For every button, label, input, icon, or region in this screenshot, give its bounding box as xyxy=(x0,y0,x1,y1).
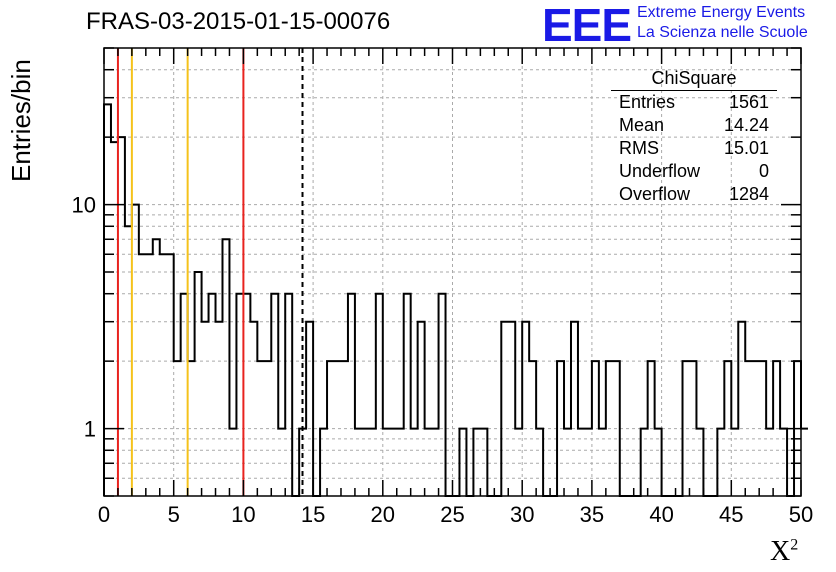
x-tick-label: 5 xyxy=(168,502,180,527)
stat-value: 14.24 xyxy=(723,115,769,135)
x-axis-label: X2 xyxy=(770,536,798,568)
x-tick-label: 45 xyxy=(719,502,743,527)
x-tick-label: 25 xyxy=(440,502,464,527)
stats-box: ChiSquare Entries 1561 Mean 14.24 RMS 15… xyxy=(611,68,777,206)
eee-logo: EEE Extreme Energy Events La Scienza nel… xyxy=(542,0,832,51)
chart-title: FRAS-03-2015-01-15-00076 xyxy=(86,8,391,35)
x-axis-label-sup: 2 xyxy=(790,536,799,554)
y-axis-label: Entries/bin xyxy=(6,59,36,182)
x-axis-label-base: X xyxy=(770,536,791,567)
y-tick-label: 10 xyxy=(72,193,96,218)
x-tick-label: 20 xyxy=(371,502,395,527)
stat-row-underflow: Underflow 0 xyxy=(611,160,777,183)
stats-title: ChiSquare xyxy=(611,68,777,91)
stat-value: 0 xyxy=(758,161,769,181)
x-tick-label: 0 xyxy=(98,502,110,527)
x-tick-label: 35 xyxy=(580,502,604,527)
x-tick-label: 15 xyxy=(301,502,325,527)
stat-label: RMS xyxy=(619,138,659,158)
stat-label: Underflow xyxy=(619,161,701,181)
stat-label: Entries xyxy=(619,92,676,112)
stat-row-overflow: Overflow 1284 xyxy=(611,183,777,206)
stat-label: Overflow xyxy=(619,184,691,204)
stat-value: 1561 xyxy=(728,92,769,112)
stat-label: Mean xyxy=(619,115,665,135)
stat-row-rms: RMS 15.01 xyxy=(611,137,777,160)
y-tick-label: 1 xyxy=(84,417,96,442)
logo-line-2: La Scienza nelle Scuole xyxy=(637,24,808,41)
x-tick-label: 50 xyxy=(789,502,813,527)
stat-value: 15.01 xyxy=(723,138,769,158)
x-tick-label: 40 xyxy=(649,502,673,527)
stat-row-mean: Mean 14.24 xyxy=(611,114,777,137)
x-tick-label: 10 xyxy=(231,502,255,527)
stat-row-entries: Entries 1561 xyxy=(611,91,777,114)
logo-line-1: Extreme Energy Events xyxy=(637,4,806,21)
stat-value: 1284 xyxy=(728,184,769,204)
x-tick-label: 30 xyxy=(510,502,534,527)
eee-logo-mark: EEE xyxy=(542,0,632,51)
